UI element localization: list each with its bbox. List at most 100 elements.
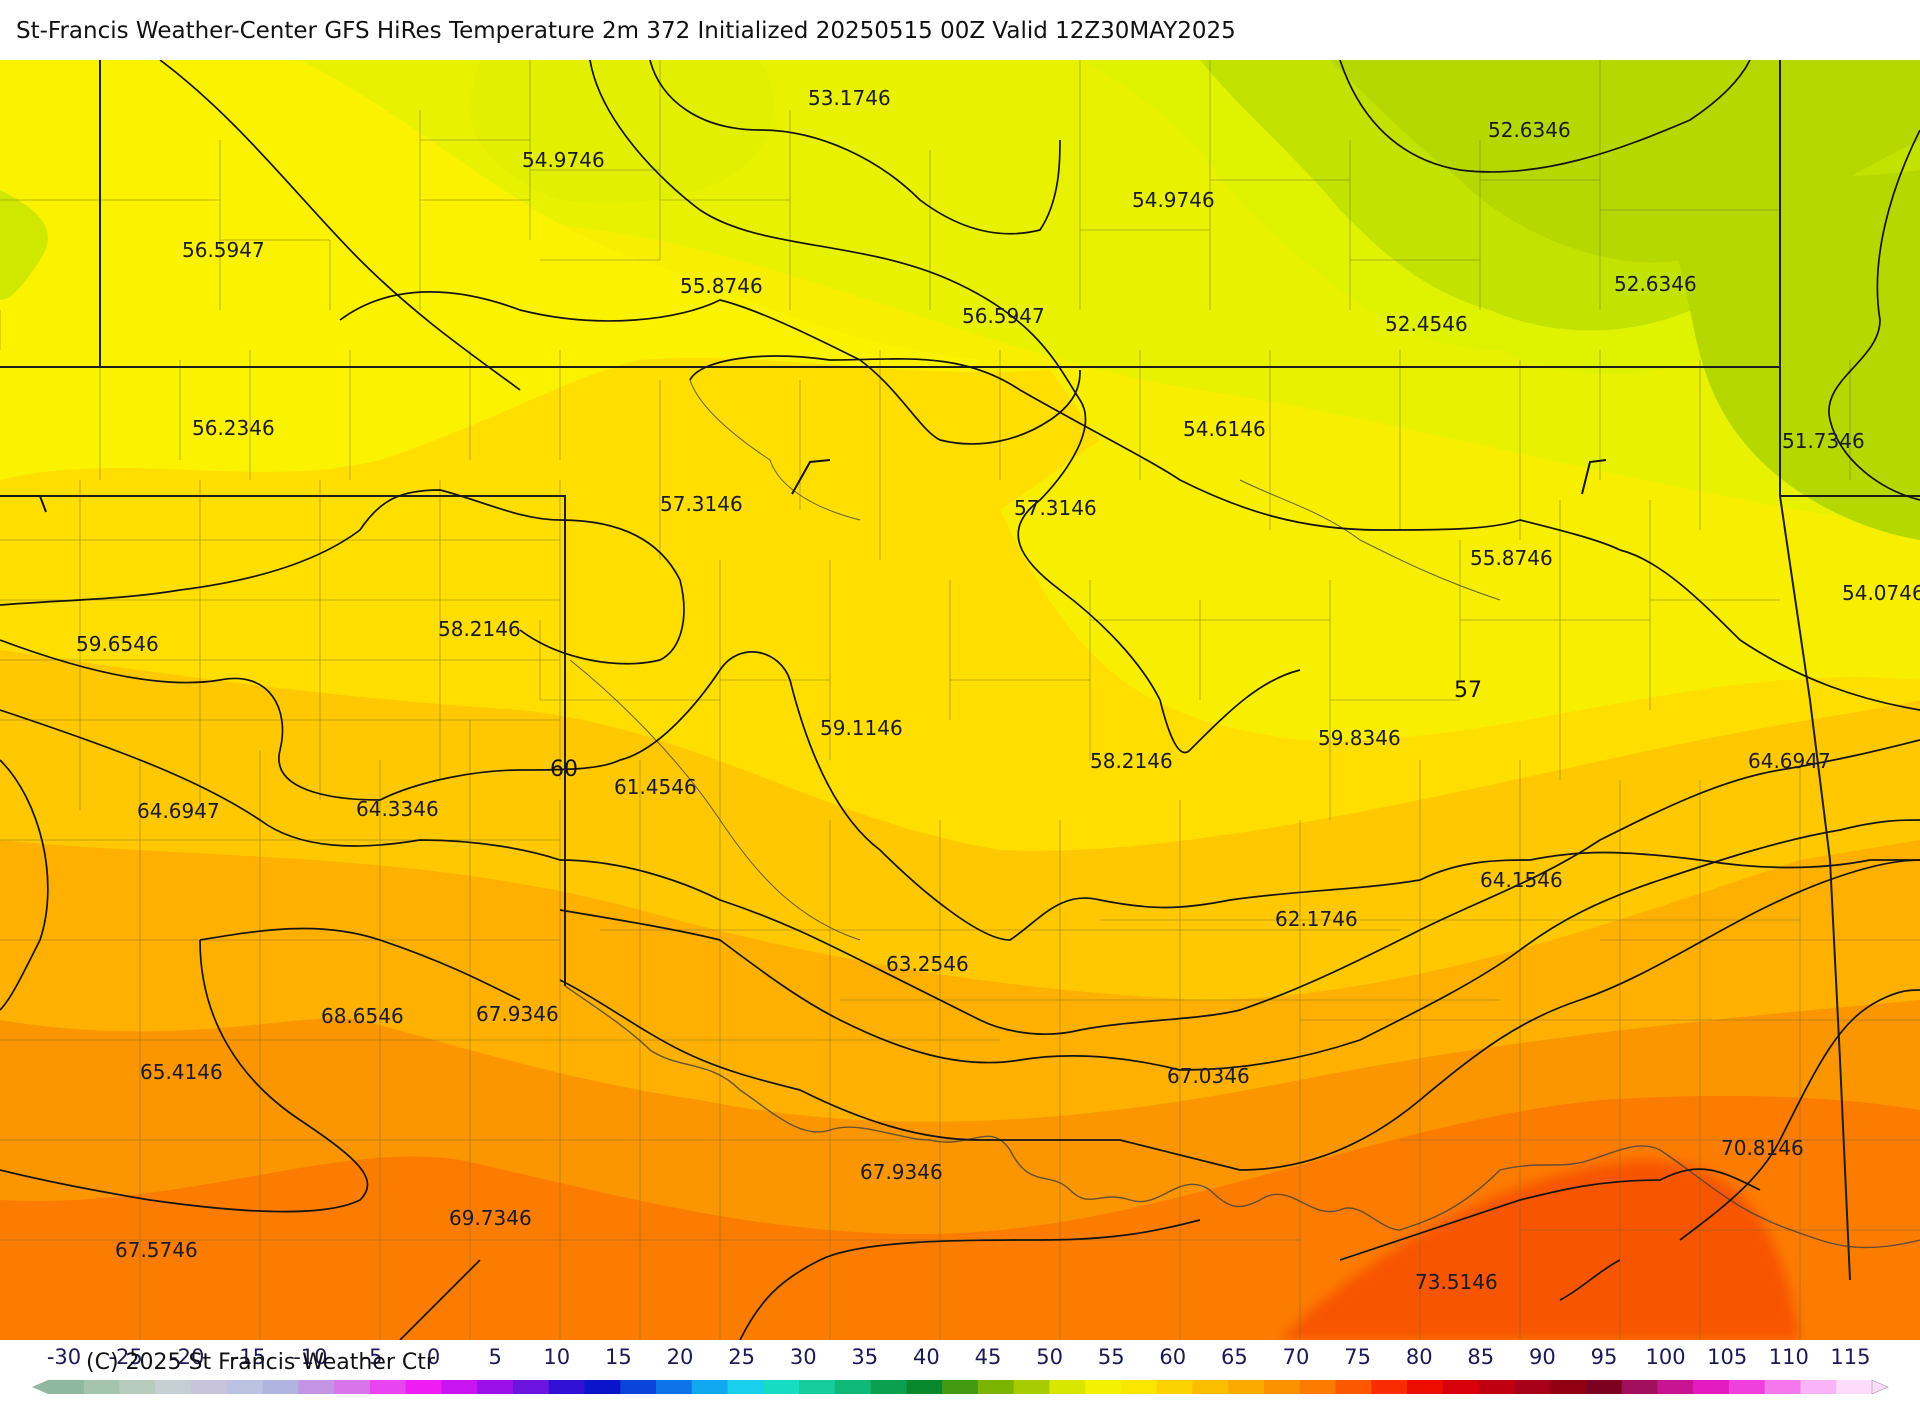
color-scale-swatch — [369, 1380, 407, 1394]
color-scale-swatch — [334, 1380, 371, 1394]
temperature-value-label: 64.1546 — [1480, 868, 1563, 892]
red-river — [564, 379, 1920, 1249]
temperature-value-label: 54.9746 — [522, 148, 605, 172]
temperature-value-label: 55.8746 — [680, 274, 763, 298]
color-scale-tick-label: 20 — [667, 1345, 694, 1369]
temperature-value-label: 52.4546 — [1385, 312, 1468, 336]
color-scale-tick-label: 65 — [1221, 1345, 1248, 1369]
color-scale-swatch — [977, 1380, 1015, 1394]
temperature-value-labels: 53.1746 54.9746 54.9746 52.6346 56.5947 55.87… — [76, 86, 1920, 1294]
temperature-value-label: 68.6546 — [321, 1004, 404, 1028]
temperature-value-label: 54.0746 — [1842, 581, 1920, 605]
temperature-value-label: 67.9346 — [476, 1002, 559, 1026]
temperature-value-label: 57.3146 — [1014, 496, 1097, 520]
color-scale-swatch — [1371, 1380, 1408, 1394]
color-scale-tick-label: 100 — [1646, 1345, 1686, 1369]
color-scale-swatch — [1693, 1380, 1730, 1394]
state-borders — [0, 60, 1920, 1281]
color-scale-swatch — [1585, 1380, 1623, 1394]
color-scale-swatch — [1764, 1380, 1802, 1394]
color-scale-tick-label: 55 — [1098, 1345, 1125, 1369]
color-scale-swatch — [1049, 1380, 1086, 1394]
color-scale-swatch — [1264, 1380, 1301, 1394]
wind-barb-icon — [0, 495, 47, 513]
color-scale-swatch — [1621, 1380, 1659, 1394]
cool-pocket-north — [470, 60, 774, 204]
color-scale-swatch — [119, 1380, 156, 1394]
temperature-value-label: 55.8746 — [1470, 546, 1553, 570]
wind-barbs — [0, 459, 1607, 513]
color-scale-swatch — [763, 1380, 800, 1394]
color-scale-tick-label: 75 — [1344, 1345, 1371, 1369]
color-scale-swatch — [548, 1380, 586, 1394]
chart-title: St-Francis Weather-Center GFS HiRes Temp… — [16, 18, 1236, 44]
color-scale: -30 -25 -20 -15 -10 -5 0 5 10 15 20 25 30 35 40 45 50 55 6… — [0, 1340, 1920, 1400]
color-scale-tick-label: 50 — [1036, 1345, 1063, 1369]
temperature-value-label: 62.1746 — [1275, 907, 1358, 931]
color-scale-ticks: -30 -25 -20 -15 -10 -5 0 5 10 15 20 25 30 35 40 45 50 55 6… — [47, 1345, 1871, 1369]
color-scale-swatch — [83, 1380, 121, 1394]
color-scale-tick-label: 45 — [975, 1345, 1002, 1369]
color-scale-swatch — [584, 1380, 621, 1394]
color-scale-tick-label: 25 — [728, 1345, 755, 1369]
temperature-map[interactable]: 53.1746 54.9746 54.9746 52.6346 56.5947 55.87… — [0, 60, 1920, 1340]
color-scale-swatch — [1800, 1380, 1837, 1394]
color-scale-swatch — [477, 1380, 514, 1394]
temperature-value-label: 56.2346 — [192, 416, 275, 440]
temperature-value-label: 64.6947 — [137, 799, 220, 823]
color-scale-swatch — [1407, 1380, 1444, 1394]
color-scale-swatch — [1478, 1380, 1515, 1394]
cool-pocket-west — [0, 190, 48, 300]
color-scale-tick-label: 70 — [1283, 1345, 1310, 1369]
wind-barb-icon — [791, 459, 831, 495]
temperature-value-label: 67.5746 — [115, 1238, 198, 1262]
color-scale-swatch — [155, 1380, 192, 1394]
temperature-value-label: 59.1146 — [820, 716, 903, 740]
color-scale-swatch — [727, 1380, 764, 1394]
color-scale-tick-label: -10 — [293, 1345, 327, 1369]
scale-right-arrow-icon — [1871, 1379, 1889, 1395]
color-scale-tick-label: -20 — [170, 1345, 204, 1369]
band-85-90 — [1280, 1160, 1800, 1340]
temperature-value-label: 63.2546 — [886, 952, 969, 976]
color-scale-swatch — [1728, 1380, 1766, 1394]
temperature-value-label: 59.8346 — [1318, 726, 1401, 750]
color-scale-tick-label: 95 — [1591, 1345, 1618, 1369]
temperature-value-label: 61.4546 — [614, 775, 697, 799]
temperature-value-label: 56.5947 — [962, 304, 1045, 328]
color-scale-tick-label: -30 — [47, 1345, 81, 1369]
color-scale-swatch — [834, 1380, 872, 1394]
color-scale-swatch — [620, 1380, 657, 1394]
color-scale-swatch — [1120, 1380, 1158, 1394]
color-scale-tick-label: 90 — [1529, 1345, 1556, 1369]
cool-pocket-east — [1671, 160, 1920, 540]
temperature-value-label: 64.6947 — [1748, 749, 1831, 773]
color-scale-tick-label: 40 — [913, 1345, 940, 1369]
contour-value-label: 60 — [550, 757, 578, 782]
color-scale-swatch — [656, 1380, 693, 1394]
color-scale-swatch — [1013, 1380, 1051, 1394]
color-scale-tick-label: 85 — [1467, 1345, 1494, 1369]
color-scale-swatch — [48, 1380, 85, 1394]
color-scale-tick-label: 10 — [543, 1345, 570, 1369]
color-scale-tick-label: 80 — [1406, 1345, 1433, 1369]
color-scale-swatch — [226, 1380, 264, 1394]
color-scale-tick-label: -25 — [108, 1345, 142, 1369]
temperature-value-label: 59.6546 — [76, 632, 159, 656]
wind-barb-icon — [1581, 459, 1607, 495]
copyright-notice: (C) 2025 St Francis Weather Ctr — [86, 1350, 435, 1375]
color-scale-bar — [32, 1379, 1889, 1395]
color-scale-tick-label: -5 — [362, 1345, 383, 1369]
color-scale-swatch — [870, 1380, 907, 1394]
color-scale-tick-label: 105 — [1707, 1345, 1747, 1369]
temperature-value-label: 56.5947 — [182, 238, 265, 262]
color-scale-swatch — [1335, 1380, 1372, 1394]
temperature-value-label: 70.8146 — [1721, 1136, 1804, 1160]
color-scale-tick-label: 115 — [1830, 1345, 1870, 1369]
isotherm-lines — [0, 60, 1920, 1340]
color-scale-swatch — [1228, 1380, 1265, 1394]
temperature-value-label: 69.7346 — [449, 1206, 532, 1230]
color-scale-swatch — [1514, 1380, 1551, 1394]
color-scale-swatch — [262, 1380, 299, 1394]
color-scale-swatch — [512, 1380, 550, 1394]
